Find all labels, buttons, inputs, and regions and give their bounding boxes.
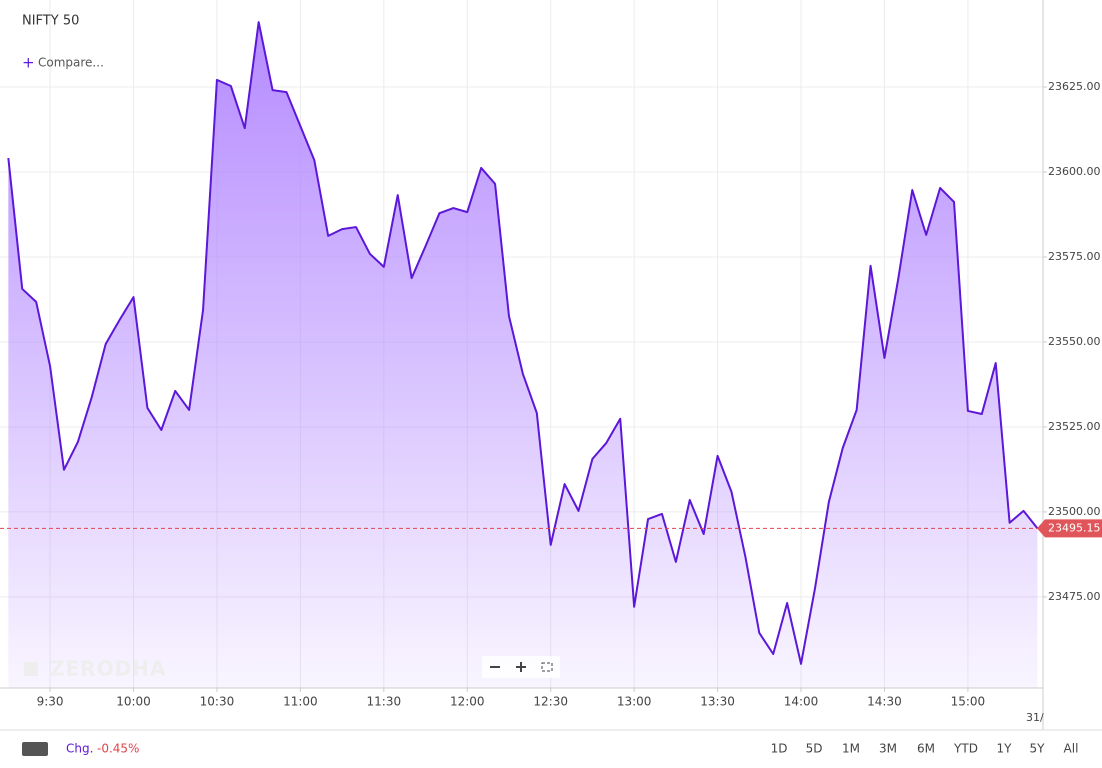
y-tick-label: 23550.00	[1048, 335, 1101, 348]
compare-plus[interactable]: +	[22, 54, 35, 72]
date-label: 31/	[1026, 711, 1044, 724]
price-line	[7, 21, 1039, 665]
period-button[interactable]: 3M	[879, 742, 897, 756]
x-tick-label: 11:00	[283, 695, 318, 709]
y-tick-label: 23575.00	[1048, 250, 1101, 263]
last-price-label: 23495.15	[1048, 521, 1101, 534]
data	[0, 21, 1043, 688]
watermark: ZERODHA	[50, 657, 166, 681]
x-tick-label: 11:30	[367, 695, 402, 709]
period-button[interactable]: YTD	[953, 742, 978, 756]
y-tick-label: 23475.00	[1048, 590, 1101, 603]
x-tick-label: 12:30	[533, 695, 568, 709]
compare-button[interactable]: Compare...	[38, 56, 104, 70]
period-button[interactable]: 1D	[771, 742, 788, 756]
period-button[interactable]: 1M	[842, 742, 860, 756]
change-label: Chg.	[66, 742, 93, 756]
y-tick-label: 23500.00	[1048, 505, 1101, 518]
x-tick-label: 14:00	[784, 695, 819, 709]
keyboard-icon[interactable]	[22, 742, 48, 756]
y-tick-label: 23525.00	[1048, 420, 1101, 433]
x-tick-label: 14:30	[867, 695, 902, 709]
area-fill	[8, 22, 1038, 688]
x-tick-label: 9:30	[37, 695, 64, 709]
watermark-icon	[24, 662, 38, 676]
zoom-controls	[482, 656, 560, 678]
x-tick-label: 10:00	[116, 695, 151, 709]
period-button[interactable]: 5D	[806, 742, 823, 756]
x-tick-label: 13:00	[617, 695, 652, 709]
x-tick-label: 12:00	[450, 695, 485, 709]
chart-title: NIFTY 50	[22, 14, 79, 29]
change-value: -0.45%	[97, 742, 139, 756]
x-tick-label: 13:30	[700, 695, 735, 709]
period-button[interactable]: All	[1064, 742, 1079, 756]
period-buttons: 1D 5D 1M 3M 6M YTD 1Y 5Y All	[771, 742, 1079, 756]
x-tick-label: 10:30	[200, 695, 235, 709]
last-price-badge	[1037, 519, 1102, 538]
y-tick-label: 23600.00	[1048, 165, 1101, 178]
fullscreen[interactable]	[541, 662, 553, 672]
x-tick-label: 15:00	[951, 695, 986, 709]
period-button[interactable]: 6M	[917, 742, 935, 756]
y-tick-label: 23625.00	[1048, 80, 1101, 93]
period-button[interactable]: 1Y	[997, 742, 1013, 756]
period-button[interactable]: 5Y	[1030, 742, 1046, 756]
